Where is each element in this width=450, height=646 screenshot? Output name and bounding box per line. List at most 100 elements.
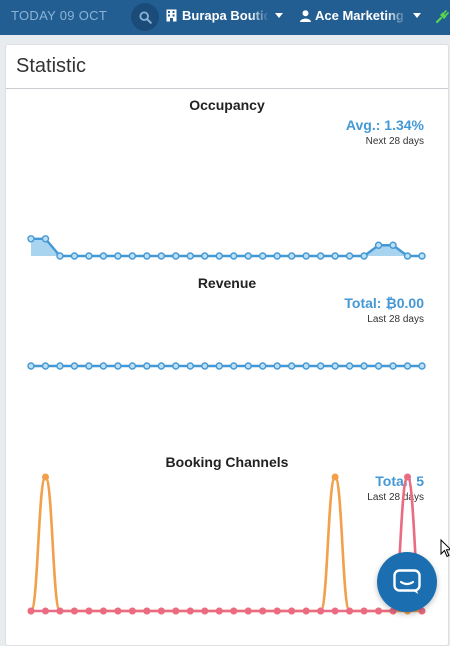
occupancy-data-point: [70, 252, 79, 260]
booking-channel-series-pink-point: [114, 607, 122, 615]
occupancy-data-point: [345, 252, 354, 260]
building-icon: [166, 9, 177, 22]
occupancy-data-point: [143, 252, 151, 260]
occupancy-data-point: [331, 252, 339, 260]
booking-channel-series-orange-line: [29, 475, 422, 613]
occupancy-area-fill: [31, 238, 422, 256]
search-button[interactable]: [131, 3, 159, 31]
booking-channel-series-orange-point: [331, 473, 339, 481]
revenue-data-point: [27, 362, 35, 370]
occupancy-data-point: [273, 252, 281, 260]
plug-icon[interactable]: [434, 9, 450, 25]
revenue-data-point: [360, 362, 368, 370]
revenue-period: Last 28 days: [367, 314, 424, 325]
mouse-cursor-icon: [440, 539, 450, 558]
user-menu[interactable]: Ace Marketing: [300, 8, 421, 23]
booking-channel-series-pink-point: [360, 607, 368, 615]
occupancy-data-point: [99, 252, 108, 260]
booking-channel-series-pink-point: [201, 607, 209, 615]
booking-channel-series-pink-point: [143, 607, 151, 615]
occupancy-data-point: [172, 252, 180, 260]
panel-title: Statistic: [16, 55, 87, 77]
property-name: Burapa Boutique: [182, 8, 269, 23]
booking-channel-series-pink-point: [41, 607, 49, 615]
booking-channel-series-pink-line: [30, 475, 424, 613]
booking-channel-series-pink-point: [70, 607, 78, 615]
occupancy-data-point: [56, 252, 64, 260]
occupancy-data-point: [259, 252, 267, 260]
user-name: Ace Marketing: [315, 8, 404, 23]
revenue-data-point: [99, 362, 108, 370]
revenue-data-point: [389, 362, 397, 370]
occupancy-data-point: [316, 252, 325, 260]
revenue-data-point: [143, 362, 151, 370]
occupancy-data-point: [287, 252, 296, 260]
chat-button[interactable]: [377, 552, 437, 612]
booking-channels-period: Last 28 days: [367, 492, 424, 503]
occupancy-data-point: [418, 252, 426, 260]
occupancy-data-point: [27, 235, 35, 243]
booking-channel-series-pink-point: [85, 607, 93, 615]
occupancy-data-point: [201, 252, 209, 260]
booking-channel-series-pink-point: [27, 607, 35, 615]
booking-channel-series-pink-point: [418, 607, 426, 615]
occupancy-data-point: [186, 252, 194, 260]
revenue-data-point: [70, 362, 79, 370]
occupancy-data-point: [374, 241, 383, 249]
search-icon: [138, 10, 152, 24]
revenue-data-point: [244, 362, 252, 370]
revenue-data-point: [186, 362, 194, 370]
today-date: TODAY 09 OCT: [11, 8, 108, 23]
revenue-data-point: [287, 362, 296, 370]
occupancy-data-point: [157, 252, 166, 260]
revenue-data-point: [316, 362, 325, 370]
booking-channel-series-pink-point: [346, 607, 354, 615]
booking-channels-total: Total: 5: [375, 473, 424, 489]
revenue-data-point: [374, 362, 383, 370]
revenue-data-point: [114, 362, 122, 370]
occupancy-data-point: [302, 252, 310, 260]
occupancy-data-point: [41, 235, 50, 243]
revenue-data-point: [345, 362, 354, 370]
booking-channel-series-pink-point: [215, 607, 223, 615]
booking-channel-series-pink-point: [128, 607, 136, 615]
occupancy-data-point: [360, 252, 368, 260]
statistic-panel: Statistic Occupancy Avg.: 1.34% Next 28 …: [5, 44, 449, 646]
revenue-data-point: [273, 362, 281, 370]
revenue-data-point: [41, 362, 50, 370]
revenue-data-point: [259, 362, 267, 370]
booking-channel-series-pink-point: [244, 607, 252, 615]
revenue-total: Total: ₿0.00: [344, 295, 424, 311]
booking-channel-series-pink-point: [404, 473, 412, 481]
booking-channels-chart-title: Booking Channels: [165, 454, 289, 470]
divider: [6, 88, 448, 89]
booking-channel-series-pink-point: [259, 607, 267, 615]
top-navbar: TODAY 09 OCT Burapa Boutique Ace Marketi…: [0, 0, 450, 35]
property-selector[interactable]: Burapa Boutique: [166, 8, 283, 23]
user-icon: [300, 9, 311, 22]
chevron-down-icon: [413, 13, 421, 18]
booking-channel-series-pink-point: [230, 607, 238, 615]
revenue-data-point: [230, 362, 238, 370]
occupancy-data-point: [389, 241, 397, 249]
revenue-data-point: [418, 362, 426, 370]
occupancy-data-point: [244, 252, 252, 260]
revenue-data-point: [215, 362, 223, 370]
occupancy-data-point: [85, 252, 93, 260]
booking-channel-series-pink-point: [172, 607, 180, 615]
occupancy-data-point: [230, 252, 238, 260]
booking-channel-series-pink-point: [273, 607, 281, 615]
statistic-charts: [27, 235, 426, 615]
booking-channel-series-pink-point: [288, 607, 296, 615]
chat-icon: [393, 569, 421, 594]
revenue-data-point: [128, 362, 137, 370]
chevron-down-icon: [275, 13, 283, 18]
revenue-data-point: [403, 362, 412, 370]
booking-channel-series-orange-point: [41, 473, 49, 481]
booking-channel-series-pink-point: [317, 607, 325, 615]
occupancy-data-point: [114, 252, 122, 260]
booking-channel-series-pink-point: [375, 607, 383, 615]
occupancy-average: Avg.: 1.34%: [345, 117, 424, 133]
revenue-data-point: [157, 362, 166, 370]
booking-channel-series-pink-point: [99, 607, 107, 615]
